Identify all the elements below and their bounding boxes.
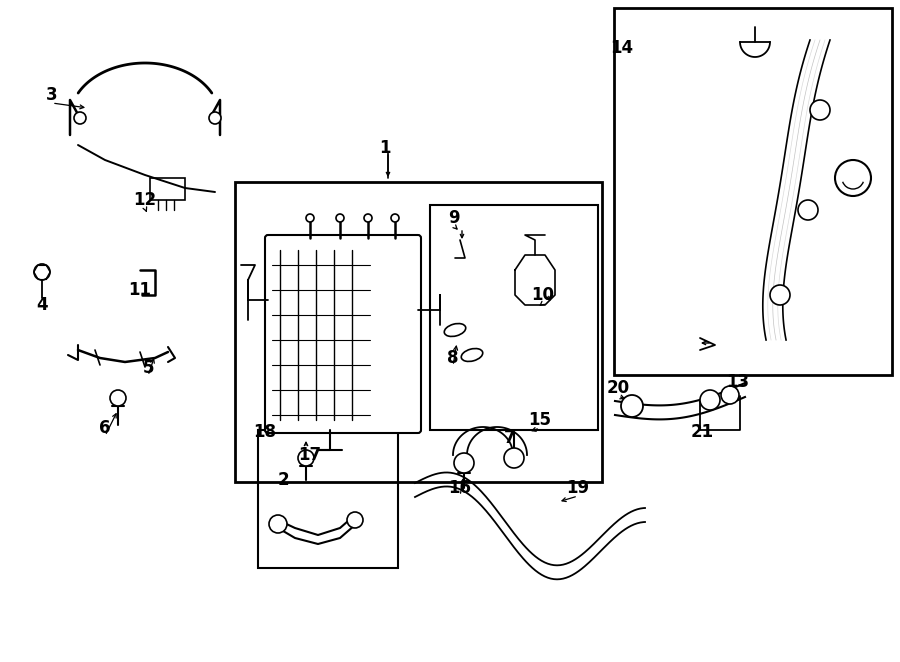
Circle shape xyxy=(306,214,314,222)
Text: 7: 7 xyxy=(504,429,516,447)
Circle shape xyxy=(621,395,643,417)
Circle shape xyxy=(835,160,871,196)
Text: 10: 10 xyxy=(532,286,554,304)
Text: 21: 21 xyxy=(690,423,714,441)
Circle shape xyxy=(74,112,86,124)
Text: 17: 17 xyxy=(299,446,321,464)
FancyBboxPatch shape xyxy=(265,235,421,433)
Circle shape xyxy=(770,285,790,305)
Text: 19: 19 xyxy=(566,479,590,497)
Text: 3: 3 xyxy=(46,86,58,104)
Ellipse shape xyxy=(462,348,482,361)
Circle shape xyxy=(347,512,363,528)
Text: 9: 9 xyxy=(448,209,460,227)
Bar xyxy=(258,430,398,568)
Circle shape xyxy=(504,448,524,468)
Circle shape xyxy=(298,450,314,466)
Circle shape xyxy=(336,214,344,222)
Text: 20: 20 xyxy=(607,379,630,397)
Circle shape xyxy=(269,515,287,533)
Bar xyxy=(430,205,598,430)
Text: 13: 13 xyxy=(726,373,750,391)
Text: 11: 11 xyxy=(129,281,151,299)
Text: 4: 4 xyxy=(36,296,48,314)
Circle shape xyxy=(721,386,739,404)
Text: 6: 6 xyxy=(99,419,111,437)
Circle shape xyxy=(364,214,372,222)
Text: 14: 14 xyxy=(610,39,634,57)
Bar xyxy=(614,8,892,375)
Circle shape xyxy=(110,390,126,406)
Ellipse shape xyxy=(445,324,465,336)
Text: 15: 15 xyxy=(528,411,552,429)
Circle shape xyxy=(209,112,221,124)
Circle shape xyxy=(454,453,474,473)
Text: 18: 18 xyxy=(254,423,276,441)
Circle shape xyxy=(700,390,720,410)
Text: 16: 16 xyxy=(448,479,472,497)
Text: 1: 1 xyxy=(379,139,391,157)
Bar xyxy=(235,182,602,482)
Text: 12: 12 xyxy=(133,191,157,209)
Bar xyxy=(150,178,185,200)
Circle shape xyxy=(810,100,830,120)
Text: 8: 8 xyxy=(447,349,459,367)
Circle shape xyxy=(391,214,399,222)
Text: 5: 5 xyxy=(142,359,154,377)
Circle shape xyxy=(798,200,818,220)
Text: 2: 2 xyxy=(277,471,289,489)
Circle shape xyxy=(34,264,50,280)
